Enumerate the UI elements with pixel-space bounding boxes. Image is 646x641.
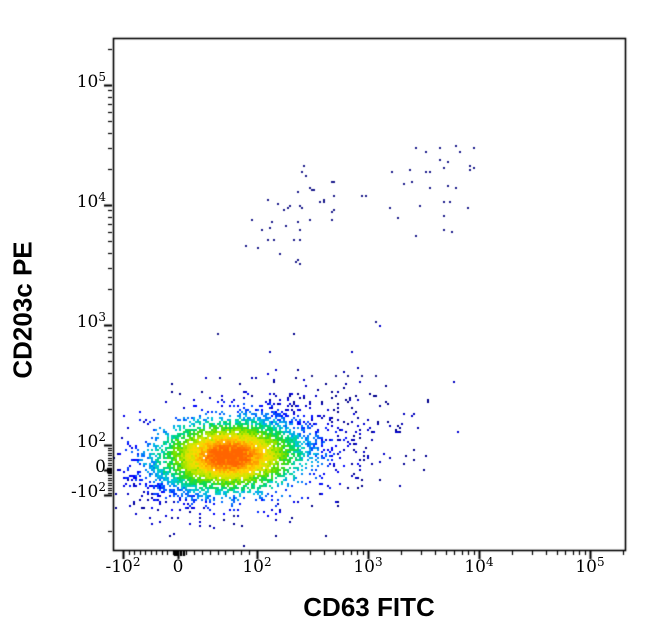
x-tick-label: 102 [242, 555, 272, 577]
x-axis-title: CD63 FITC [303, 592, 435, 622]
y-axis-title: CD203c PE [7, 241, 38, 379]
x-tick-label: -102 [105, 555, 141, 577]
x-tick-label: 105 [575, 555, 605, 577]
x-tick-label: 103 [353, 555, 383, 577]
y-tick-label: 105 [76, 70, 106, 92]
y-tick-label: 0 [95, 457, 106, 477]
y-tick-label: 104 [76, 190, 106, 212]
y-tick-label: 103 [76, 310, 106, 332]
x-tick-label: 0 [172, 557, 184, 577]
y-tick-label: -102 [70, 480, 106, 502]
x-tick-label: 104 [464, 555, 494, 577]
y-tick-label: 102 [76, 430, 106, 452]
